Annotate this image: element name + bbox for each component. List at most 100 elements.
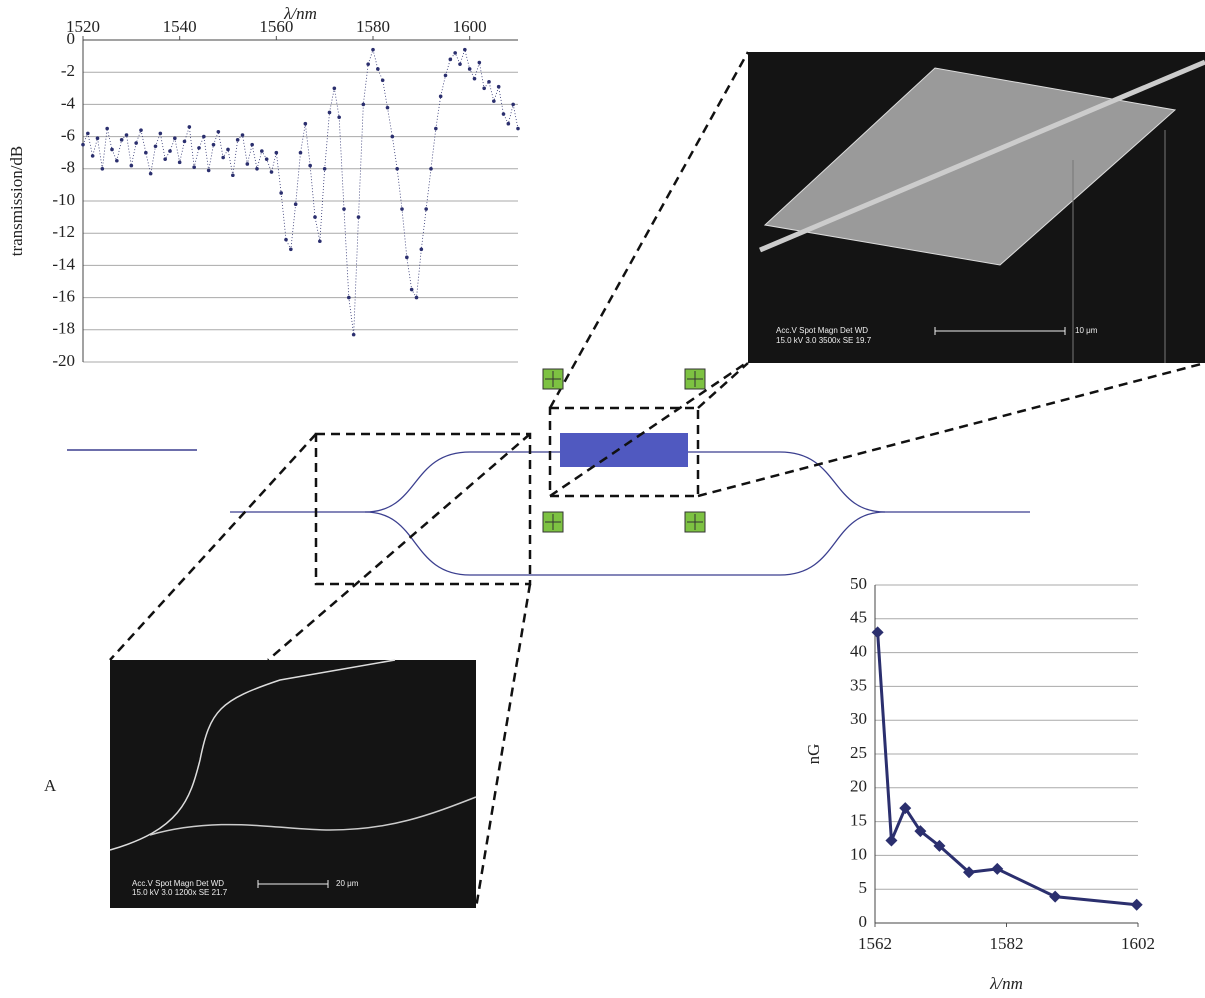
data-point	[178, 161, 182, 165]
data-point	[386, 106, 390, 110]
y-tick-label: -10	[52, 190, 75, 209]
data-point	[163, 157, 167, 161]
sem-header: Acc.V Spot Magn Det WD	[132, 879, 224, 888]
data-point	[492, 99, 496, 103]
data-point	[110, 148, 114, 152]
data-point	[115, 159, 119, 163]
data-point	[468, 67, 472, 71]
data-marker	[885, 835, 897, 847]
data-point	[371, 48, 375, 52]
sem-settings: 15.0 kV 3.0 1200x SE 21.7	[132, 888, 228, 897]
data-point	[458, 62, 462, 66]
data-point	[400, 207, 404, 211]
data-point	[424, 207, 428, 211]
data-point	[284, 238, 288, 242]
data-point	[105, 127, 109, 131]
data-point	[482, 87, 486, 91]
data-point	[405, 256, 409, 260]
data-point	[226, 148, 230, 152]
x-axis-label: λ/nm	[283, 4, 317, 23]
data-point	[453, 51, 457, 55]
data-point	[434, 127, 438, 131]
data-point	[342, 207, 346, 211]
data-point	[502, 112, 506, 116]
data-point	[507, 122, 511, 126]
data-point	[289, 248, 293, 252]
x-tick-label: 1582	[990, 934, 1024, 953]
data-point	[246, 162, 250, 166]
data-marker	[1049, 891, 1061, 903]
data-point	[91, 154, 95, 158]
x-tick-label: 1600	[453, 17, 487, 36]
data-point	[265, 157, 269, 161]
data-point	[86, 132, 90, 136]
data-point	[313, 215, 317, 219]
data-point	[197, 146, 201, 150]
data-point	[134, 141, 138, 145]
data-point	[299, 151, 303, 155]
x-tick-label: 1540	[163, 17, 197, 36]
data-point	[362, 103, 366, 107]
y-tick-label: 25	[850, 743, 867, 762]
data-point	[236, 138, 240, 142]
data-point	[260, 149, 264, 153]
chart: 0-2-4-6-8-10-12-14-16-18-201520154015601…	[7, 4, 520, 370]
x-tick-label: 1562	[858, 934, 892, 953]
figure: Acc.V Spot Magn Det WD 15.0 kV 3.0 3500x…	[0, 0, 1205, 998]
data-point	[328, 111, 332, 115]
data-point	[188, 125, 192, 129]
y-tick-label: 30	[850, 709, 867, 728]
y-axis-label: transmission/dB	[7, 146, 26, 257]
y-tick-label: -6	[61, 126, 75, 145]
zoom-line	[110, 434, 316, 660]
data-point	[231, 173, 235, 177]
data-point	[308, 164, 312, 168]
y-tick-label: -16	[52, 287, 75, 306]
y-tick-label: -4	[61, 93, 76, 112]
data-point	[357, 215, 361, 219]
data-point	[159, 132, 163, 136]
data-point	[391, 135, 395, 139]
data-point	[139, 128, 143, 132]
data-point	[173, 136, 177, 140]
data-point	[415, 296, 419, 300]
x-tick-label: 1580	[356, 17, 390, 36]
data-point	[192, 165, 196, 169]
data-point	[304, 122, 308, 126]
sem-header: Acc.V Spot Magn Det WD	[776, 326, 868, 335]
data-marker	[872, 626, 884, 638]
data-point	[241, 133, 245, 137]
data-line	[878, 632, 1137, 904]
zoom-line	[550, 52, 748, 408]
sem-scale: 10 μm	[1075, 326, 1098, 335]
data-point	[294, 202, 298, 206]
y-tick-label: 45	[850, 608, 867, 627]
data-point	[439, 95, 443, 99]
panel-label: A	[44, 776, 57, 795]
zoom-line	[476, 584, 530, 908]
data-point	[487, 80, 491, 84]
data-marker	[991, 863, 1003, 875]
data-point	[352, 333, 356, 337]
data-point	[168, 149, 172, 153]
data-marker	[1131, 899, 1143, 911]
data-point	[270, 170, 274, 174]
data-point	[449, 58, 453, 62]
x-tick-label: 1520	[66, 17, 100, 36]
data-point	[473, 77, 477, 81]
data-point	[81, 143, 85, 147]
data-point	[429, 167, 433, 171]
data-point	[318, 239, 322, 243]
data-point	[144, 151, 148, 155]
data-point	[101, 167, 105, 171]
sem-settings: 15.0 kV 3.0 3500x SE 19.7	[776, 336, 872, 345]
data-point	[120, 138, 124, 142]
data-point	[395, 167, 399, 171]
y-tick-label: -2	[61, 61, 75, 80]
data-point	[333, 87, 337, 91]
y-tick-label: -12	[52, 222, 75, 241]
sem-image: Acc.V Spot Magn Det WD 15.0 kV 3.0 1200x…	[110, 660, 476, 908]
data-point	[255, 167, 259, 171]
sem-background	[110, 660, 476, 908]
